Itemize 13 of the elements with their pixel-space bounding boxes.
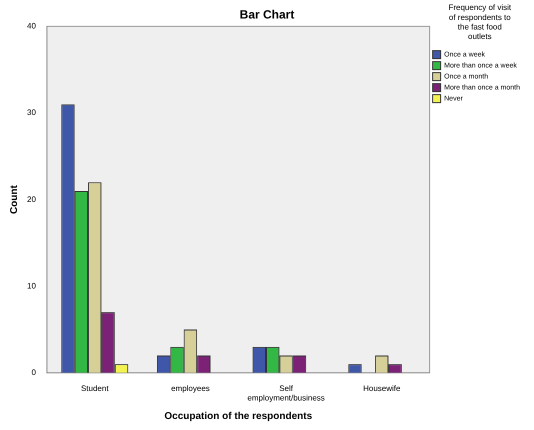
y-tick-label: 30 [26, 108, 36, 118]
y-tick-label: 40 [26, 22, 36, 31]
y-tick-label: 10 [26, 281, 36, 290]
x-tick-label: Self employment/business [247, 384, 325, 402]
chart-title: Bar Chart [240, 8, 294, 22]
x-axis-title: Occupation of the respondents [164, 410, 313, 422]
legend-title: Frequency of visit of respondents to the fast food outlets [448, 3, 512, 42]
y-tick-label: 20 [26, 194, 36, 204]
x-tick-label: employees [171, 384, 210, 393]
y-axis-title: Count [8, 184, 20, 214]
x-tick-label: Housewife [363, 384, 402, 393]
x-tick-label: Student [80, 384, 110, 393]
y-tick-label: 0 [31, 368, 36, 378]
